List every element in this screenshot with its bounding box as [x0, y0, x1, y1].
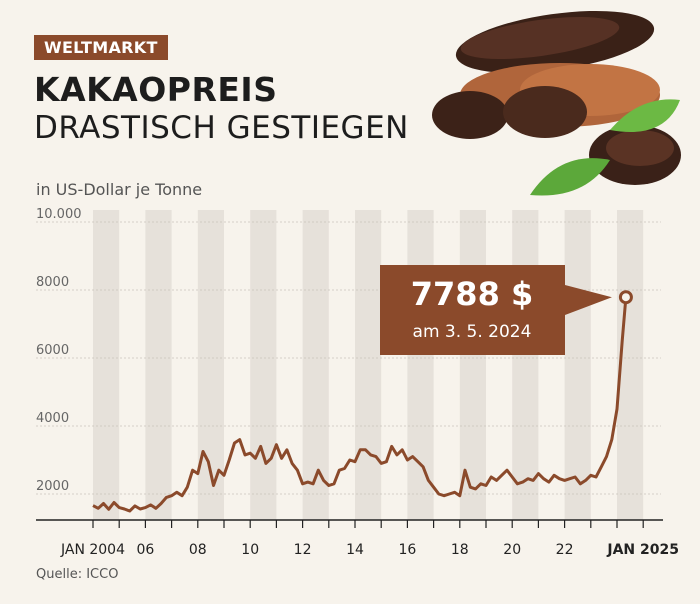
year-stripe [459, 210, 486, 520]
callout-box [380, 265, 565, 355]
year-stripe [355, 210, 382, 520]
x-axis: JAN 2004 06 08 10 12 14 16 18 20 22 JAN 2025 [36, 519, 679, 558]
series-group [92, 297, 628, 513]
y-tick-label: 8000 [36, 275, 69, 290]
x-tick-label: 14 [346, 542, 364, 558]
y-tick-label: 10.000 [36, 207, 82, 222]
category-tag: WELTMARKT [34, 35, 168, 60]
x-tick-label: 08 [189, 542, 207, 558]
year-stripe [93, 210, 120, 520]
y-axis-ticks: 2000 4000 6000 8000 10.000 [36, 207, 82, 494]
year-stripe [250, 210, 277, 520]
source-note: Quelle: ICCO [36, 567, 119, 582]
x-tick-label: 20 [503, 542, 521, 558]
callout-date: am 3. 5. 2024 [413, 322, 532, 342]
callout-value: 7788 $ [411, 275, 533, 313]
price-callout: 7788 $ am 3. 5. 2024 [380, 265, 612, 355]
chart-title: KAKAOPREIS [34, 70, 278, 109]
year-stripes [93, 210, 644, 520]
year-stripe [512, 210, 539, 520]
x-tick-label: 06 [136, 542, 154, 558]
peak-marker [618, 290, 633, 305]
x-tick-label: 22 [556, 542, 574, 558]
year-stripe [407, 210, 434, 520]
series-line [92, 297, 628, 513]
callout-pointer [565, 285, 612, 315]
horizontal-gridlines [36, 221, 661, 495]
year-stripe [145, 210, 172, 520]
year-stripe [302, 210, 329, 520]
x-tick-label: 10 [241, 542, 259, 558]
cocoa-pod-beans-leaves-photo [432, 10, 681, 196]
y-tick-label: 6000 [36, 343, 69, 358]
x-tick-label: JAN 2004 [60, 542, 125, 558]
year-stripe [564, 210, 591, 520]
x-tick-label: JAN 2025 [606, 542, 679, 558]
x-tick-label: 12 [294, 542, 312, 558]
y-tick-label: 4000 [36, 411, 69, 426]
y-tick-label: 2000 [36, 479, 69, 494]
x-tick-label: 18 [451, 542, 469, 558]
chart-subtitle: DRASTISCH GESTIEGEN [34, 110, 409, 146]
y-axis-unit-label: in US-Dollar je Tonne [36, 180, 203, 199]
x-tick-label: 16 [398, 542, 416, 558]
